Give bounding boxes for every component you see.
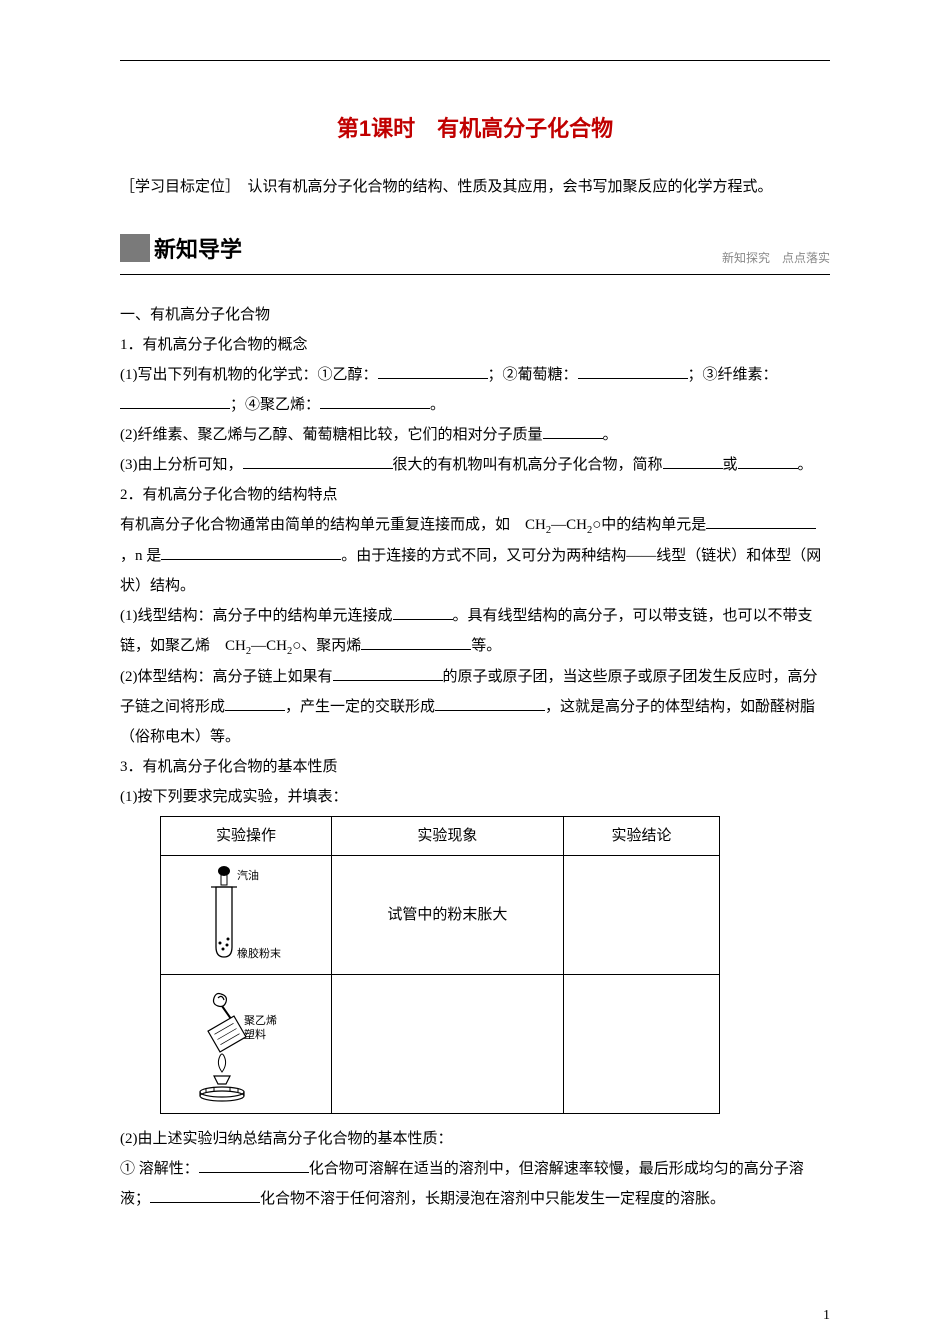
txt: ○、聚丙烯: [292, 638, 361, 654]
txt: (1)线型结构：高分子中的结构单元连接成: [120, 608, 393, 624]
blank: [225, 710, 285, 711]
txt: 。: [603, 427, 618, 443]
p1-s1: 1．有机高分子化合物的概念: [120, 330, 830, 360]
blank: [199, 1172, 309, 1173]
blank: [738, 468, 798, 469]
txt: —CH: [251, 638, 287, 654]
p1-s2-1: (1)线型结构：高分子中的结构单元连接成。具有线型结构的高分子，可以带支链，也可…: [120, 601, 830, 662]
blank: [161, 559, 341, 560]
label-pe: 聚乙烯: [244, 1014, 277, 1027]
txt: 很大的有机物叫有机高分子化合物，简称: [393, 457, 663, 473]
txt: 。由于连接的方式不同，又可分为两种结构——线型（链状）和体型（网状）结构。: [120, 548, 821, 594]
heating-plastic-icon: 聚乙烯 塑料: [186, 984, 306, 1104]
section-header-left: 新知导学: [120, 232, 242, 264]
p1-s2-0: 有机高分子化合物通常由简单的结构单元重复连接而成，如 CH2—CH2○中的结构单…: [120, 510, 830, 601]
txt: 。: [430, 397, 445, 413]
blank: [578, 378, 688, 379]
txt: (2)体型结构：高分子链上如果有: [120, 669, 333, 685]
body-text: 一、有机高分子化合物 1．有机高分子化合物的概念 (1)写出下列有机物的化学式：…: [120, 300, 830, 1214]
txt: 等。: [471, 638, 501, 654]
section-title: 新知导学: [154, 232, 242, 264]
learning-objective: ［学习目标定位］ 认识有机高分子化合物的结构、性质及其应用，会书写加聚反应的化学…: [120, 173, 830, 202]
blank: [243, 468, 393, 469]
txt: (3)由上分析可知，: [120, 457, 243, 473]
section-bar-icon: [120, 234, 150, 262]
cell-operation-1: 汽油 橡胶粉末: [161, 855, 332, 974]
blank: [393, 619, 453, 620]
label-plastic: 塑料: [244, 1027, 266, 1041]
cell-phenomenon-1: 试管中的粉末胀大: [331, 855, 563, 974]
txt: —CH: [551, 517, 587, 533]
txt: 化合物不溶于任何溶剂，长期浸泡在溶剂中只能发生一定程度的溶胀。: [260, 1191, 725, 1207]
blank: [706, 528, 816, 529]
page: 第1课时 有机高分子化合物 ［学习目标定位］ 认识有机高分子化合物的结构、性质及…: [0, 0, 950, 1344]
p1-s3-2a: ① 溶解性：化合物可溶解在适当的溶剂中，但溶解速率较慢，最后形成均匀的高分子溶液…: [120, 1154, 830, 1214]
page-number: 1: [823, 1308, 830, 1324]
top-rule: [120, 60, 830, 61]
cell-conclusion-2: [563, 974, 719, 1113]
label-rubber: 橡胶粉末: [237, 946, 281, 960]
blank: [663, 468, 723, 469]
cell-conclusion-1: [563, 855, 719, 974]
table-row: 聚乙烯 塑料: [161, 974, 720, 1113]
txt: ；④聚乙烯：: [230, 397, 320, 413]
txt: 。: [798, 457, 813, 473]
p1-s1-1: (1)写出下列有机物的化学式：①乙醇： ；②葡萄糖： ；③纤维素： ；④聚乙烯： 。: [120, 360, 830, 420]
p1-s1-2: (2)纤维素、聚乙烯与乙醇、葡萄糖相比较，它们的相对分子质量 。: [120, 420, 830, 450]
txt: 有机高分子化合物通常由简单的结构单元重复连接而成，如 CH: [120, 517, 546, 533]
p1-s2-2: (2)体型结构：高分子链上如果有的原子或原子团，当这些原子或原子团发生反应时，高…: [120, 662, 830, 752]
txt: ，产生一定的交联形成: [285, 699, 435, 715]
blank: [333, 680, 443, 681]
blank: [150, 1202, 260, 1203]
section-header: 新知导学 新知探究 点点落实: [120, 232, 830, 266]
experiment-table: 实验操作 实验现象 实验结论 汽油 橡胶粉末: [160, 816, 720, 1114]
section-subtitle: 新知探究 点点落实: [722, 249, 830, 266]
blank: [378, 378, 488, 379]
lesson-title: 第1课时 有机高分子化合物: [120, 111, 830, 143]
test-tube-dropper-icon: 汽油 橡胶粉末: [191, 865, 301, 965]
p1-s1-3: (3)由上分析可知， 很大的有机物叫有机高分子化合物，简称 或 。: [120, 450, 830, 480]
txt: ；③纤维素：: [688, 367, 778, 383]
blank: [361, 649, 471, 650]
th-conclusion: 实验结论: [563, 816, 719, 855]
table-row: 实验操作 实验现象 实验结论: [161, 816, 720, 855]
txt: 或: [723, 457, 738, 473]
part1-heading: 一、有机高分子化合物: [120, 300, 830, 330]
txt: ，n 是: [120, 548, 161, 564]
txt: ① 溶解性：: [120, 1161, 199, 1177]
th-operation: 实验操作: [161, 816, 332, 855]
section-rule: [120, 274, 830, 275]
blank: [320, 408, 430, 409]
p1-s3-2: (2)由上述实验归纳总结高分子化合物的基本性质：: [120, 1124, 830, 1154]
label-gasoline: 汽油: [237, 868, 259, 882]
blank: [543, 438, 603, 439]
p1-s2: 2．有机高分子化合物的结构特点: [120, 480, 830, 510]
blank: [435, 710, 545, 711]
txt: ；②葡萄糖：: [488, 367, 578, 383]
txt: (1)写出下列有机物的化学式：①乙醇：: [120, 367, 378, 383]
p1-s3: 3．有机高分子化合物的基本性质: [120, 752, 830, 782]
txt: (2)纤维素、聚乙烯与乙醇、葡萄糖相比较，它们的相对分子质量: [120, 427, 543, 443]
p1-s3-1: (1)按下列要求完成实验，并填表：: [120, 782, 830, 812]
txt: ○中的结构单元是: [592, 517, 706, 533]
blank: [120, 408, 230, 409]
cell-phenomenon-2: [331, 974, 563, 1113]
cell-operation-2: 聚乙烯 塑料: [161, 974, 332, 1113]
table-row: 汽油 橡胶粉末 试管中的粉末胀大: [161, 855, 720, 974]
th-phenomenon: 实验现象: [331, 816, 563, 855]
